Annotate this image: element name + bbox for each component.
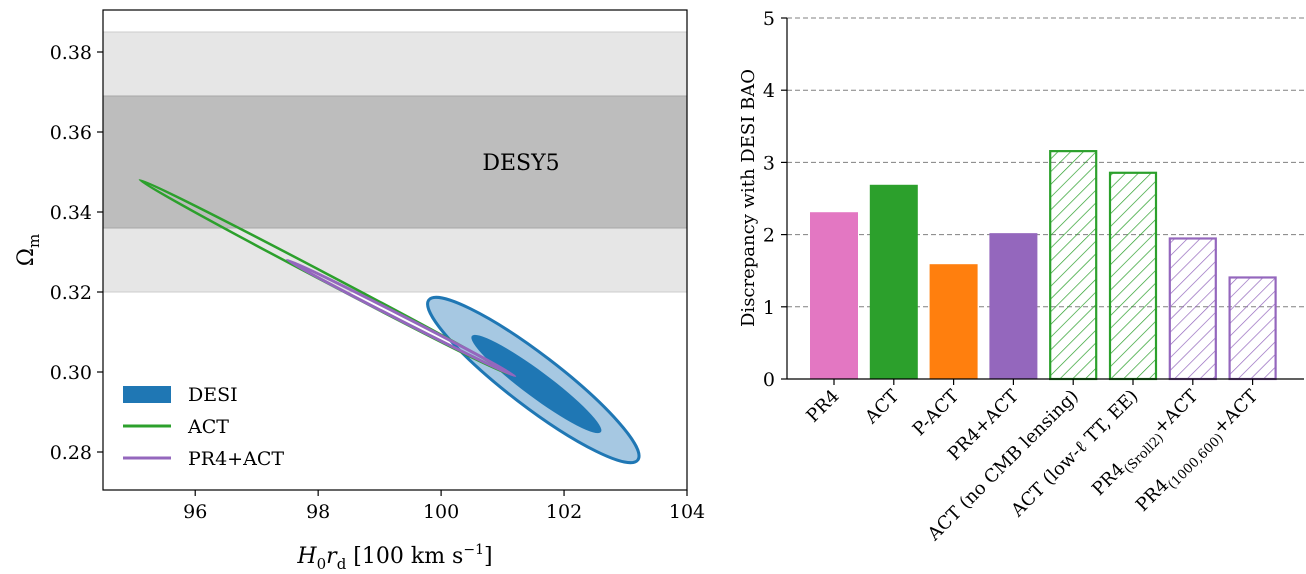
bar-pr4-sroll2-act xyxy=(1168,237,1217,381)
bar-p-act xyxy=(929,264,978,379)
legend-label: PR4+ACT xyxy=(188,448,284,470)
x-tick-label: 98 xyxy=(306,501,330,523)
desy5-1sigma-band xyxy=(103,95,687,229)
y-tick-label: 0.28 xyxy=(50,442,92,464)
bar-y-axis-label: Discrepancy with DESI BAO xyxy=(738,69,759,327)
bar-act-no-cmb-lensing xyxy=(1049,150,1098,381)
legend-swatch-desi xyxy=(123,386,171,403)
desy5-band-label: DESY5 xyxy=(482,151,559,176)
x-tick-label: 104 xyxy=(669,501,705,523)
bar-y-tick-label: 5 xyxy=(763,8,775,30)
legend-label: ACT xyxy=(187,416,229,438)
contour-panel: DESY5 96 98 100 102 104 0.28 0.30 0.32 0.34 0.36… xyxy=(14,9,705,573)
pr4-act-contour xyxy=(285,258,517,378)
bar-pr4 xyxy=(810,212,858,379)
bar-act xyxy=(869,184,918,379)
bar-pr4-act xyxy=(989,233,1038,379)
y-axis-label: Ωm xyxy=(14,234,43,266)
bar-act-low-tt-ee xyxy=(1108,171,1158,381)
y-tick-label: 0.30 xyxy=(50,362,92,384)
x-tick-label: 100 xyxy=(423,501,459,523)
x-axis-label: H0rd [100 km s−1] xyxy=(296,542,492,573)
x-tick-label: 96 xyxy=(183,501,207,523)
bar-category-label: P-ACT xyxy=(909,386,963,440)
legend-label: DESI xyxy=(188,384,238,406)
x-tick-label: 102 xyxy=(546,501,582,523)
bar-y-tick-label: 0 xyxy=(763,369,775,391)
bar-category-label: PR4 xyxy=(802,386,843,427)
left-plot-frame xyxy=(102,9,688,491)
y-tick-label: 0.34 xyxy=(50,202,92,224)
bar-category-label: ACT xyxy=(860,386,903,429)
bar-y-tick-label: 4 xyxy=(763,80,775,102)
desi-inner-contour xyxy=(471,334,602,434)
bar-y-tick-label: 1 xyxy=(763,297,775,319)
bar-pr4-1000-600-act xyxy=(1228,276,1277,381)
y-tick-label: 0.36 xyxy=(50,122,92,144)
legend: DESI ACT PR4+ACT xyxy=(123,384,284,470)
bar-y-tick-label: 3 xyxy=(763,152,775,174)
bar-y-tick-label: 2 xyxy=(763,225,775,247)
y-tick-label: 0.38 xyxy=(50,42,92,64)
y-tick-label: 0.32 xyxy=(50,282,92,304)
